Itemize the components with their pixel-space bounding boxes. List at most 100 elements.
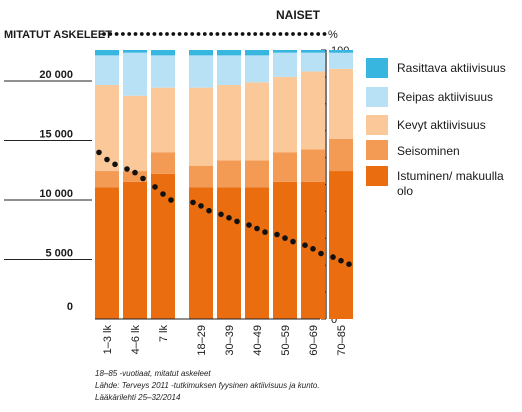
header-dot <box>234 32 239 36</box>
steps-dot <box>226 215 232 221</box>
category-label: 7 lk <box>158 325 170 343</box>
bar-segment <box>245 55 269 83</box>
left-tick-label: 20 000 <box>39 69 73 81</box>
header-dot <box>221 32 226 36</box>
bar-segment <box>95 187 119 319</box>
bar-segment <box>123 171 147 182</box>
steps-dot <box>346 261 352 268</box>
steps-dot <box>282 235 288 241</box>
header-dot <box>272 32 276 36</box>
bar-segment <box>245 160 269 188</box>
header-dot <box>196 32 201 36</box>
category-label: 60–69 <box>308 325 320 356</box>
steps-dot <box>246 222 252 228</box>
header-dot <box>133 32 138 36</box>
steps-dot <box>132 169 138 176</box>
header-dot <box>190 32 195 36</box>
bar-segment <box>329 171 353 319</box>
left-tick-label: 10 000 <box>39 188 73 200</box>
steps-dot <box>140 175 146 182</box>
header-dot <box>209 32 214 36</box>
steps-dot <box>318 250 324 257</box>
header-dot <box>303 32 308 36</box>
category-label: 50–59 <box>280 325 292 356</box>
category-label: 40–49 <box>252 325 264 356</box>
legend-label-kevyt: Kevyt aktiivisuus <box>397 118 486 132</box>
header-left-label: MITATUT ASKELEET <box>4 29 112 41</box>
header-dot <box>171 32 176 36</box>
header-dot <box>102 32 106 36</box>
bar-segment <box>95 55 119 85</box>
bar-segment <box>273 52 297 77</box>
bar-segment <box>245 187 269 319</box>
header-dot <box>114 32 119 36</box>
bar-segment <box>301 52 325 72</box>
header-right-label: NAISET <box>276 8 321 22</box>
legend-swatch-kevyt <box>366 115 388 135</box>
header-dot <box>297 32 302 36</box>
bar-segment <box>329 68 353 139</box>
bar-segment <box>123 95 147 172</box>
category-label: 4–6 lk <box>130 325 142 355</box>
bar-segment <box>273 76 297 153</box>
header-dot <box>177 32 182 36</box>
bar-segment <box>301 71 325 150</box>
steps-dot <box>206 207 212 214</box>
bar-segment <box>151 55 175 88</box>
bar-segment <box>329 50 353 53</box>
steps-dot <box>254 225 260 232</box>
bar-segment <box>189 55 213 88</box>
bar-segment <box>217 160 241 188</box>
bar-segment <box>151 87 175 153</box>
header-dot <box>228 32 232 36</box>
header-dot <box>202 32 207 36</box>
right-tick-label: 0 <box>331 314 337 326</box>
bar-segment <box>151 152 175 174</box>
steps-dot <box>198 203 204 209</box>
bar-segment <box>217 50 241 56</box>
bar-segment <box>273 181 297 319</box>
steps-dot <box>96 149 102 156</box>
bar-segment <box>123 50 147 53</box>
steps-dot <box>310 246 316 252</box>
header-dot <box>278 32 283 36</box>
header-dot <box>265 32 270 36</box>
left-tick-label: 5 000 <box>45 247 73 259</box>
header-dot <box>184 32 188 36</box>
header-dot <box>240 32 245 36</box>
bar-segment <box>189 165 213 188</box>
steps-dot <box>330 254 336 260</box>
left-tick-label: 15 000 <box>39 128 73 140</box>
bar-segment <box>189 87 213 166</box>
legend-swatch-reipas <box>366 87 388 107</box>
bar-segment <box>95 171 119 188</box>
steps-dot <box>190 199 196 206</box>
steps-dot <box>302 242 308 248</box>
steps-dot <box>112 161 118 168</box>
bar-segment <box>217 84 241 161</box>
steps-dot <box>274 231 280 238</box>
steps-dot <box>168 197 174 203</box>
legend-label-seisominen: Seisominen <box>397 144 460 158</box>
steps-dot <box>152 184 158 190</box>
header-dot <box>146 32 151 36</box>
header-dot <box>108 32 113 36</box>
left-tick-label: 0 <box>67 301 73 313</box>
steps-dot <box>218 211 224 218</box>
bar-segment <box>301 50 325 53</box>
bar-segment <box>301 149 325 182</box>
bar-segment <box>273 50 297 53</box>
bar-segment <box>245 50 269 56</box>
source-line-3: Lääkärilehti 25–32/2014 <box>95 393 181 402</box>
bar-segment <box>123 181 147 319</box>
steps-dot <box>262 229 268 235</box>
legend-swatch-istuminen <box>366 166 388 186</box>
category-label: 1–3 lk <box>102 325 114 355</box>
header-dot <box>316 32 321 36</box>
legend-label-istuminen: Istuminen/ makuulla olo <box>397 169 504 198</box>
steps-dot <box>104 156 110 163</box>
header-dot <box>247 32 251 36</box>
bar-segment <box>329 52 353 69</box>
